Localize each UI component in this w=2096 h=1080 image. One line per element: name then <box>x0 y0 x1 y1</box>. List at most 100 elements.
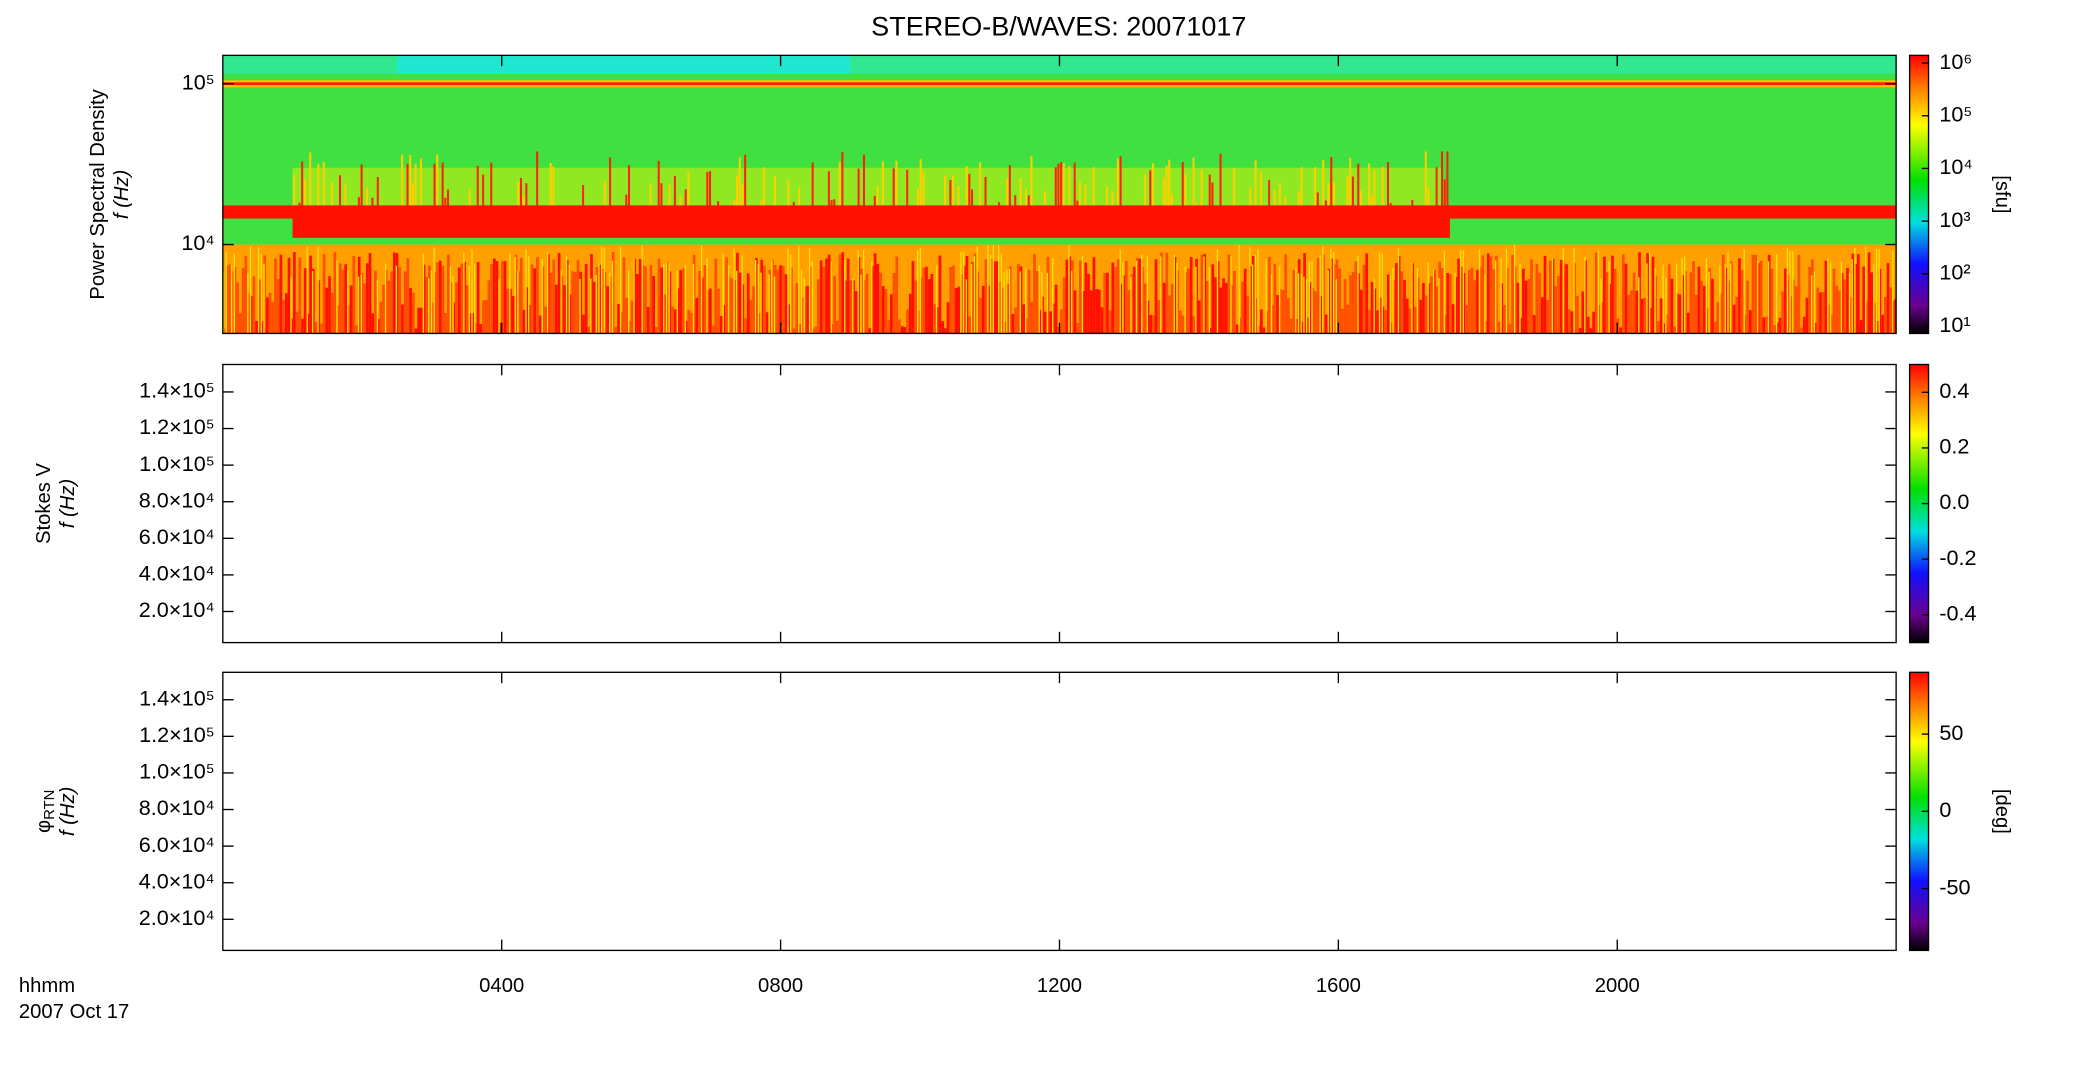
spec-col <box>692 264 695 334</box>
spec-col <box>533 268 537 334</box>
spec-spike <box>971 189 974 212</box>
spec-col <box>1068 245 1070 334</box>
spec-col <box>1767 261 1770 334</box>
spec-col <box>1357 273 1360 334</box>
spec-col <box>1273 263 1277 334</box>
spec-spike <box>1027 195 1030 212</box>
spec-col <box>1546 300 1550 334</box>
spec-col <box>1151 315 1155 334</box>
spec-col <box>1376 310 1379 334</box>
spec-col <box>795 283 799 334</box>
spec-col <box>1200 254 1204 334</box>
spec-col <box>922 267 926 334</box>
colorbar-tick-label: 10³ <box>1939 207 1970 232</box>
spec-col <box>892 273 896 334</box>
spec-col <box>1033 253 1036 334</box>
spec-spike <box>1435 167 1438 212</box>
y-tick-label: 1.0×10⁵ <box>139 759 215 784</box>
spec-col <box>622 257 626 334</box>
spec-col <box>1605 272 1609 334</box>
spec-col <box>619 247 622 334</box>
spec-col <box>752 286 755 334</box>
spec-col <box>736 270 738 334</box>
spec-col <box>347 270 349 334</box>
spec-band <box>292 205 1450 238</box>
spec-spike <box>917 189 920 212</box>
spec-col <box>1692 261 1695 334</box>
spec-col <box>1781 291 1785 334</box>
spec-col <box>1370 281 1374 334</box>
spec-col <box>1384 309 1387 334</box>
spec-col <box>771 260 773 334</box>
spec-col <box>1114 266 1117 334</box>
spec-col <box>1219 287 1223 334</box>
spec-col <box>1819 292 1822 334</box>
spec-col <box>1881 314 1884 334</box>
colorbar-tick-label: -50 <box>1939 874 1970 899</box>
spec-col <box>808 247 811 334</box>
spec-col <box>1319 255 1321 334</box>
spec-col <box>1187 268 1190 334</box>
spec-col <box>1332 264 1336 334</box>
spec-spike <box>519 177 522 212</box>
spec-col <box>252 276 256 334</box>
y-tick-label: 4.0×10⁴ <box>139 868 215 893</box>
spec-col <box>468 265 470 334</box>
spec-spike <box>376 177 379 212</box>
spec-col <box>1316 257 1320 334</box>
spec-col <box>1632 272 1636 334</box>
spec-col <box>382 284 385 334</box>
spec-spike <box>1043 191 1046 212</box>
spec-col <box>1562 248 1564 334</box>
spec-col <box>309 255 312 334</box>
spec-col <box>409 287 412 334</box>
spec-col <box>1492 269 1496 334</box>
spec-spike <box>1441 151 1444 212</box>
spec-col <box>1305 279 1308 334</box>
spec-col <box>1600 278 1602 334</box>
spec-col <box>1054 284 1058 334</box>
spec-spike <box>952 175 955 212</box>
spec-spike <box>857 168 860 212</box>
spec-col <box>414 328 418 334</box>
y-tick-label: 1.0×10⁵ <box>139 451 215 476</box>
x-tick-label: 1200 <box>1037 975 1082 997</box>
spec-spike <box>490 162 493 212</box>
spec-col <box>838 254 842 334</box>
spec-col <box>1035 271 1039 334</box>
spec-col <box>817 279 820 334</box>
spec-spike <box>1184 174 1187 212</box>
spec-col <box>1535 263 1539 334</box>
spec-col <box>911 261 915 334</box>
spec-spike <box>1219 153 1222 212</box>
spec-col <box>471 249 473 334</box>
spec-spike <box>876 185 879 212</box>
spec-spike <box>517 181 520 212</box>
spec-col <box>306 246 308 334</box>
spec-col <box>587 326 591 334</box>
spec-col <box>1543 255 1547 334</box>
spec-col <box>730 278 734 334</box>
spec-spike <box>873 195 876 212</box>
spec-col <box>1740 269 1744 334</box>
spec-col <box>1222 278 1225 334</box>
y-axis-label: f (Hz) <box>57 479 79 528</box>
spec-spike <box>1181 162 1184 212</box>
spec-col <box>1775 254 1778 334</box>
spec-col <box>1530 259 1533 334</box>
spec-col <box>657 258 661 334</box>
spec-col <box>717 288 720 334</box>
spec-col <box>1889 287 1893 334</box>
spec-col <box>1233 271 1236 334</box>
spec-spike <box>798 187 801 212</box>
spec-col <box>1840 261 1843 334</box>
spec-spike <box>787 179 790 212</box>
spec-col <box>447 254 450 334</box>
spec-spike <box>301 161 304 212</box>
spec-spike <box>892 168 895 212</box>
spec-spike <box>1014 195 1017 212</box>
spec-col <box>1859 320 1863 334</box>
spec-col <box>1873 264 1875 334</box>
spec-col <box>884 288 888 334</box>
spec-col <box>1592 311 1595 334</box>
